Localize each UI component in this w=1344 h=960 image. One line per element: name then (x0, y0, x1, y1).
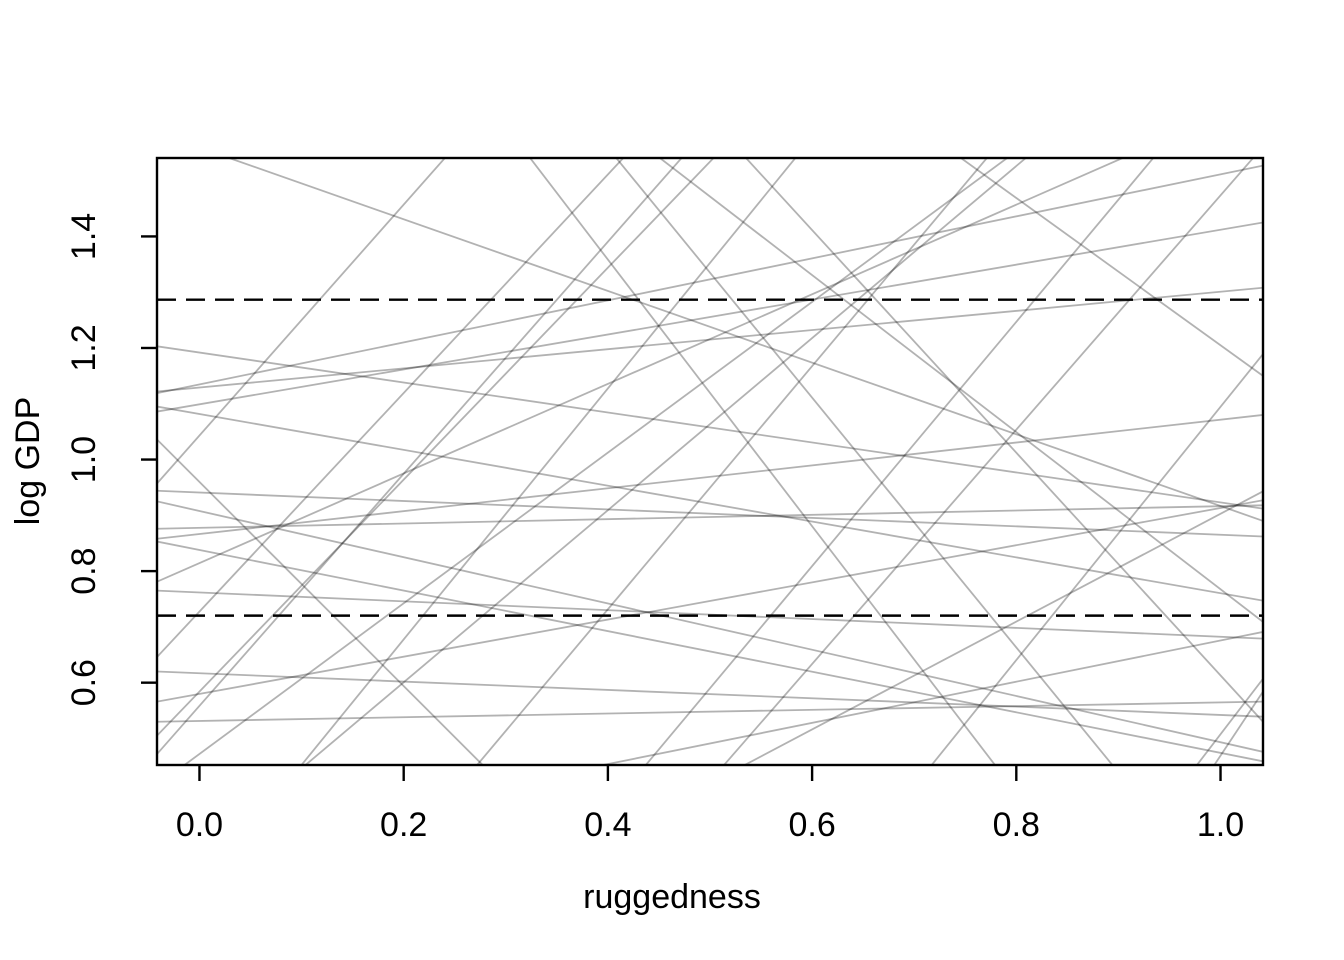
prior-line (615, 158, 1114, 765)
y-tick-label: 0.6 (65, 659, 103, 706)
prior-line (157, 221, 1263, 413)
prior-line (658, 158, 1263, 623)
prior-line (598, 631, 1263, 765)
y-tick-label: 1.2 (65, 324, 103, 371)
prior-line (742, 490, 1263, 765)
prior-line (157, 489, 1263, 538)
y-tick-label: 1.0 (65, 436, 103, 483)
y-tick-label: 0.8 (65, 547, 103, 594)
y-axis-label: log GDP (9, 396, 47, 526)
prior-line (157, 700, 1263, 723)
prior-line (157, 158, 1125, 583)
prior-line (157, 500, 1263, 753)
prior-line (157, 540, 1263, 763)
x-tick-label: 0.2 (380, 806, 427, 844)
prior-line (226, 158, 1263, 522)
x-axis-label: ruggedness (583, 878, 761, 916)
prior-line (157, 405, 1263, 602)
prior-line (157, 164, 1263, 395)
prior-line (300, 158, 797, 765)
prior-line (157, 499, 1263, 703)
prior-line (744, 158, 1263, 723)
prior-line (644, 158, 1155, 765)
prior-line (722, 158, 1255, 765)
prior-line (157, 158, 715, 737)
prior-line (183, 158, 1009, 765)
prior-line (1195, 678, 1263, 765)
prior-line (157, 345, 1263, 510)
prior-line (157, 670, 1263, 718)
prior-line (157, 158, 447, 485)
prior-line (157, 438, 484, 765)
prior-line (1213, 691, 1263, 765)
prior-line (157, 158, 625, 658)
x-tick-label: 0.6 (788, 806, 835, 844)
prior-lines-group (157, 158, 1263, 765)
prior-line (930, 353, 1263, 765)
prior-line (157, 504, 1263, 530)
prior-line (475, 158, 989, 765)
prior-line (528, 158, 997, 765)
y-tick-label: 1.4 (65, 213, 103, 260)
prior-line (157, 286, 1263, 393)
x-tick-label: 0.8 (993, 806, 1040, 844)
prior-line (157, 158, 683, 755)
prior-line (157, 414, 1263, 540)
x-tick-label: 0.0 (176, 806, 223, 844)
prior-line (959, 158, 1263, 377)
plot-frame (155, 156, 1265, 767)
x-tick-label: 1.0 (1197, 806, 1244, 844)
x-tick-label: 0.4 (584, 806, 631, 844)
prior-line (304, 158, 1028, 765)
